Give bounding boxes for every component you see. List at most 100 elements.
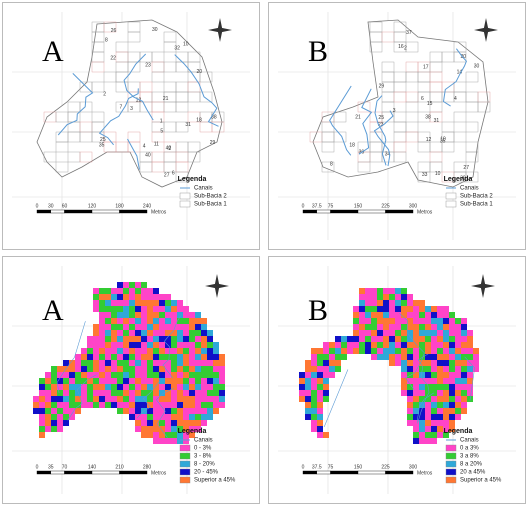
slope-cell	[93, 324, 99, 330]
slope-cell	[123, 354, 129, 360]
slope-cell	[147, 384, 153, 390]
slope-cell	[183, 312, 189, 318]
slope-cell	[111, 336, 117, 342]
slope-cell	[135, 366, 141, 372]
slope-cell	[177, 396, 183, 402]
slope-cell	[461, 342, 467, 348]
slope-cell	[311, 414, 317, 420]
slope-cell	[437, 330, 443, 336]
slope-cell	[135, 318, 141, 324]
scale-segment	[317, 471, 331, 474]
legend-swatch	[446, 453, 456, 459]
slope-cell	[437, 360, 443, 366]
slope-cell	[413, 360, 419, 366]
slope-cell	[99, 372, 105, 378]
slope-cell	[147, 324, 153, 330]
slope-cell	[207, 384, 213, 390]
slope-cell	[407, 318, 413, 324]
slope-cell	[195, 420, 201, 426]
slope-cell	[147, 342, 153, 348]
slope-cell	[135, 336, 141, 342]
slope-cell	[407, 294, 413, 300]
slope-cell	[207, 372, 213, 378]
legend-swatch	[446, 201, 456, 207]
slope-cell	[473, 354, 479, 360]
slope-cell	[63, 420, 69, 426]
slope-cell	[141, 288, 147, 294]
slope-cell	[141, 348, 147, 354]
sub-basin-number: 2	[103, 91, 106, 97]
slope-cell	[177, 348, 183, 354]
slope-cell	[395, 330, 401, 336]
slope-cell	[359, 342, 365, 348]
slope-cell	[461, 318, 467, 324]
slope-cell	[93, 342, 99, 348]
slope-cell	[171, 348, 177, 354]
slope-cell	[99, 354, 105, 360]
slope-cell	[87, 354, 93, 360]
slope-cell	[177, 306, 183, 312]
slope-cell	[365, 342, 371, 348]
slope-cell	[407, 372, 413, 378]
slope-cell	[159, 342, 165, 348]
slope-cell	[93, 294, 99, 300]
slope-cell	[443, 378, 449, 384]
slope-cell	[141, 312, 147, 318]
slope-cell	[195, 414, 201, 420]
slope-cell	[117, 312, 123, 318]
slope-cell	[81, 354, 87, 360]
slope-cell	[219, 372, 225, 378]
slope-cell	[99, 324, 105, 330]
slope-cell	[323, 354, 329, 360]
slope-cell	[401, 384, 407, 390]
slope-cell	[129, 408, 135, 414]
slope-cell	[195, 342, 201, 348]
slope-cell	[99, 396, 105, 402]
slope-cell	[329, 372, 335, 378]
slope-cell	[353, 312, 359, 318]
slope-cell	[183, 372, 189, 378]
slope-cell	[147, 336, 153, 342]
slope-cell	[311, 390, 317, 396]
slope-cell	[207, 354, 213, 360]
sub-basin-number: 27	[164, 172, 170, 178]
slope-cell	[63, 372, 69, 378]
slope-cell	[111, 390, 117, 396]
slope-cell	[177, 330, 183, 336]
slope-cell	[329, 348, 335, 354]
slope-cell	[147, 396, 153, 402]
slope-cell	[141, 330, 147, 336]
slope-cell	[177, 324, 183, 330]
slope-cell	[45, 390, 51, 396]
slope-cell	[147, 306, 153, 312]
slope-cell	[401, 366, 407, 372]
slope-cell	[431, 378, 437, 384]
slope-cell	[183, 360, 189, 366]
panel-letter: B	[308, 35, 328, 68]
slope-cell	[153, 438, 159, 444]
slope-cell	[413, 300, 419, 306]
scale-tick-label: 30	[48, 203, 54, 209]
slope-cell	[323, 384, 329, 390]
slope-cell	[189, 408, 195, 414]
slope-cell	[189, 384, 195, 390]
slope-cell	[443, 330, 449, 336]
slope-cell	[347, 336, 353, 342]
slope-cell	[177, 384, 183, 390]
slope-cell	[377, 354, 383, 360]
slope-cell	[195, 318, 201, 324]
slope-cell	[93, 288, 99, 294]
slope-cell	[159, 384, 165, 390]
slope-cell	[299, 378, 305, 384]
slope-cell	[353, 306, 359, 312]
slope-cell	[183, 330, 189, 336]
scale-tick-label: 37.5	[312, 203, 322, 209]
slope-cell	[425, 318, 431, 324]
slope-cell	[219, 390, 225, 396]
legend-label: 3 - 8%	[194, 454, 212, 460]
slope-cell	[99, 336, 105, 342]
legend-label: 0 - 3%	[194, 446, 212, 452]
slope-cell	[171, 312, 177, 318]
slope-cell	[425, 414, 431, 420]
slope-cell	[183, 306, 189, 312]
